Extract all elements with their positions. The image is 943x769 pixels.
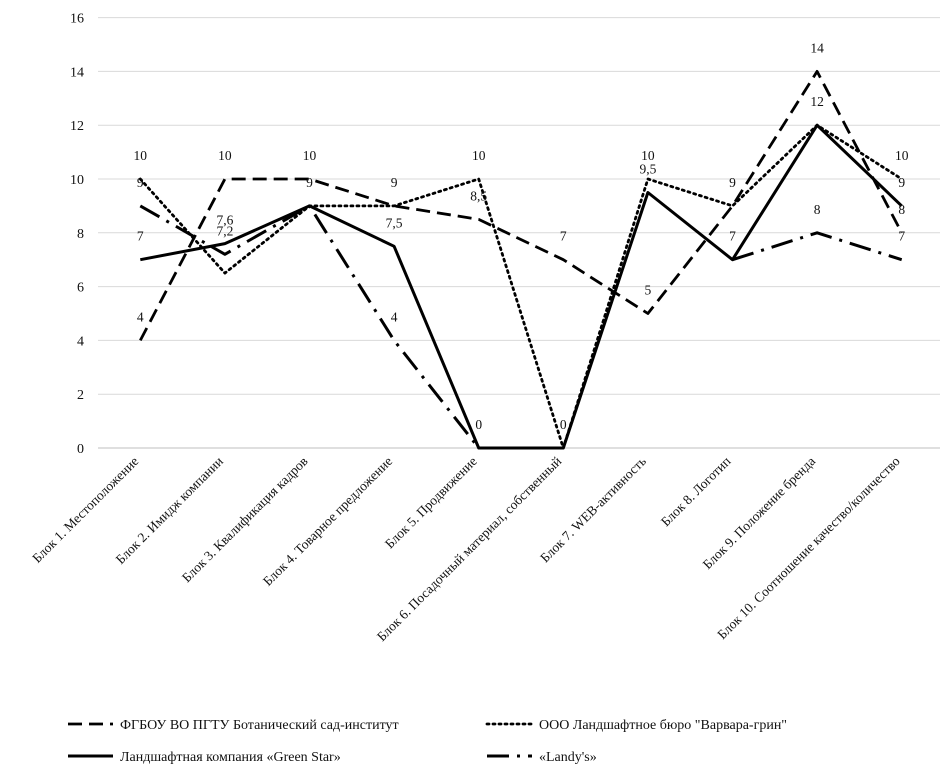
y-tick-label: 0 (77, 442, 84, 457)
y-tick-label: 8 (77, 227, 84, 242)
data-label: 4 (391, 309, 398, 324)
y-tick-label: 2 (77, 388, 84, 403)
series-line-4 (139, 204, 480, 449)
series-line-4 (732, 231, 903, 262)
y-tick-label: 6 (77, 281, 84, 296)
legend-label: ООО Ландшафтное бюро "Варвара-грин" (539, 718, 787, 733)
data-label: 5 (645, 283, 652, 298)
data-label: 9 (729, 175, 736, 190)
data-label: 4 (137, 309, 144, 324)
data-label: 8 (898, 202, 905, 217)
data-label: 10 (895, 148, 909, 163)
x-tick-label: Блок 6. Посадочный материал, собственный (374, 454, 565, 645)
data-label: 7 (729, 229, 736, 244)
data-label: 9 (898, 175, 905, 190)
x-tick-label: Блок 5. Продвижение (382, 454, 480, 552)
legend-label: Ландшафтная компания «Green Star» (120, 750, 341, 765)
data-label: 7,2 (216, 223, 233, 238)
legend-label: «Landy's» (539, 750, 597, 765)
data-label: 8,5 (470, 188, 487, 203)
data-label: 7 (560, 229, 567, 244)
series-line-1 (139, 70, 903, 342)
y-tick-label: 16 (70, 12, 84, 27)
data-label: 7 (898, 229, 905, 244)
data-label: 0 (475, 417, 482, 432)
y-tick-label: 4 (77, 334, 84, 349)
data-label: 0 (560, 417, 567, 432)
series-lines (138, 70, 904, 450)
data-labels: 4 10 10 9 8,5 7 5 9 14 8 10 10 10 10 7 7,6 9 7,5 0 0 9,5 7 12 9… (134, 40, 909, 432)
data-label: 10 (218, 148, 232, 163)
data-label: 10 (472, 148, 486, 163)
data-label: 7,6 (216, 213, 233, 228)
series-line-2 (138, 123, 904, 450)
y-tick-label: 12 (70, 119, 84, 134)
x-tick-label: Блок 8. Логотип (658, 454, 734, 530)
legend: ФГБОУ ВО ПГТУ Ботанический сад-институт О… (68, 718, 787, 765)
data-label: 7 (137, 229, 144, 244)
data-label: 10 (134, 148, 148, 163)
data-label: 10 (303, 148, 317, 163)
data-label: 9 (391, 175, 398, 190)
data-label: 7,5 (386, 215, 403, 230)
data-label: 12 (810, 94, 824, 109)
x-tick-label: Блок 10. Соотношение качество/количество (714, 453, 903, 642)
y-axis-ticks: 0 2 4 6 8 10 12 14 16 (70, 12, 84, 457)
data-label: 9,5 (639, 161, 656, 176)
y-tick-label: 14 (70, 65, 84, 80)
legend-label: ФГБОУ ВО ПГТУ Ботанический сад-институт (120, 718, 399, 733)
data-label: 8 (814, 202, 821, 217)
data-label: 10 (641, 148, 655, 163)
series-line-3 (140, 123, 903, 450)
y-tick-label: 10 (70, 173, 84, 188)
data-label: 9 (137, 175, 144, 190)
data-label: 9 (306, 175, 313, 190)
data-label: 14 (810, 40, 824, 55)
